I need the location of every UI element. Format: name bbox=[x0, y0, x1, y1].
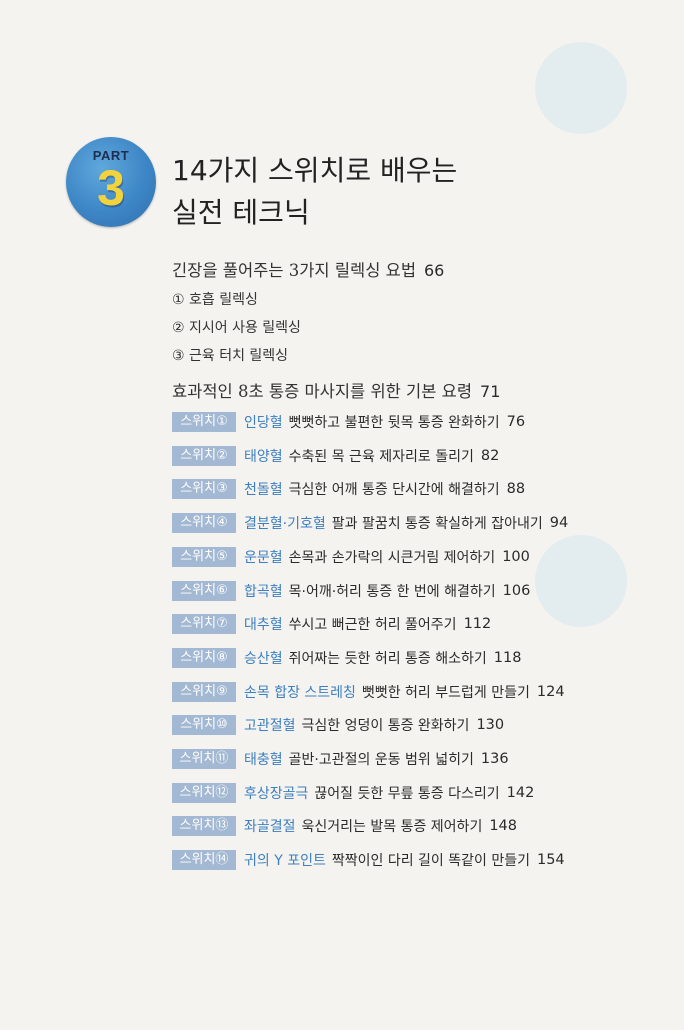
section-relaxing-title: 긴장을 풀어주는 3가지 릴렉싱 요법 bbox=[172, 261, 416, 280]
acupoint-name: 손목 합장 스트레칭 bbox=[244, 684, 356, 701]
entry-description: 팔과 팔꿈치 통증 확실하게 잡아내기 bbox=[331, 516, 543, 533]
toc-entry[interactable]: 스위치⑧ 승산혈 쥐어짜는 듯한 허리 통증 해소하기 118 bbox=[172, 646, 521, 670]
entry-description: 수축된 목 근육 제자리로 돌리기 bbox=[288, 448, 474, 465]
part-badge: PART 3 bbox=[66, 137, 156, 227]
sub-item-muscle-touch[interactable]: ③ 근육 터치 릴렉싱 bbox=[172, 348, 289, 364]
page-number: 94 bbox=[549, 515, 569, 532]
entry-description: 쥐어짜는 듯한 허리 통증 해소하기 bbox=[288, 650, 487, 667]
chapter-title-line2: 실전 테크닉 bbox=[172, 196, 310, 229]
toc-entry[interactable]: 스위치⑩ 고관절혈 극심한 엉덩이 통증 완화하기 130 bbox=[172, 713, 504, 737]
bleed-circle-top bbox=[535, 42, 627, 134]
switch-tag: 스위치⑪ bbox=[172, 749, 236, 769]
page-number: 142 bbox=[506, 784, 535, 801]
switch-tag: 스위치⑧ bbox=[172, 647, 236, 668]
entry-description: 목·어깨·허리 통증 한 번에 해결하기 bbox=[288, 583, 496, 600]
entry-description: 손목과 손가락의 시큰거림 제어하기 bbox=[288, 549, 496, 566]
entry-description: 짝짝이인 다리 길이 똑같이 만들기 bbox=[331, 853, 530, 870]
entry-description: 뻣뻣한 허리 부드럽게 만들기 bbox=[361, 684, 530, 701]
part-label: PART bbox=[92, 148, 130, 163]
toc-entry[interactable]: 스위치⑬ 좌골결절 욱신거리는 발목 통증 제어하기 148 bbox=[172, 814, 517, 838]
entry-description: 욱신거리는 발목 통증 제어하기 bbox=[301, 819, 483, 836]
part-number: 3 bbox=[97, 160, 125, 216]
acupoint-name: 결분혈·기호혈 bbox=[244, 516, 326, 533]
acupoint-name: 합곡혈 bbox=[244, 583, 283, 600]
section-basics[interactable]: 효과적인 8초 통증 마사지를 위한 기본 요령 71 bbox=[172, 378, 500, 402]
switch-tag: 스위치⑥ bbox=[172, 580, 236, 601]
switch-tag: 스위치③ bbox=[172, 479, 236, 500]
switch-tag: 스위치⑫ bbox=[172, 782, 236, 803]
switch-tag: 스위치⑭ bbox=[172, 850, 236, 871]
page-number: 130 bbox=[476, 717, 505, 734]
switch-tag: 스위치⑨ bbox=[172, 681, 236, 702]
switch-tag: 스위치⑤ bbox=[172, 546, 236, 567]
acupoint-name: 운문혈 bbox=[244, 549, 283, 566]
entry-description: 쑤시고 뻐근한 허리 풀어주기 bbox=[288, 617, 457, 634]
acupoint-name: 귀의 Y 포인트 bbox=[244, 853, 326, 870]
switch-tag: 스위치⑩ bbox=[172, 715, 236, 736]
page-number: 88 bbox=[506, 481, 526, 498]
page-number: 154 bbox=[536, 852, 565, 869]
entry-description: 뻣뻣하고 불편한 뒷목 통증 완화하기 bbox=[288, 415, 500, 431]
toc-entry[interactable]: 스위치④ 결분혈·기호혈 팔과 팔꿈치 통증 확실하게 잡아내기 94 bbox=[172, 511, 568, 535]
acupoint-name: 승산혈 bbox=[244, 650, 283, 667]
acupoint-name: 대추혈 bbox=[244, 617, 283, 634]
toc-entry[interactable]: 스위치① 인당혈 뻣뻣하고 불편한 뒷목 통증 완화하기 76 bbox=[172, 410, 525, 434]
entry-description: 끊어질 듯한 무릎 통증 다스리기 bbox=[314, 785, 500, 802]
page-number: 112 bbox=[463, 616, 492, 633]
bleed-circle-middle bbox=[535, 535, 627, 627]
page-number: 100 bbox=[502, 548, 530, 565]
page-number: 82 bbox=[480, 447, 500, 464]
acupoint-name: 천돌혈 bbox=[244, 482, 283, 499]
page-number: 148 bbox=[489, 818, 518, 835]
page-number: 106 bbox=[502, 582, 531, 599]
sub-item-directive[interactable]: ② 지시어 사용 릴렉싱 bbox=[172, 320, 301, 336]
acupoint-name: 후상장골극 bbox=[244, 785, 309, 802]
chapter-title-line1: 14가지 스위치로 배우는 bbox=[172, 154, 458, 187]
toc-entry[interactable]: 스위치⑭ 귀의 Y 포인트 짝짝이인 다리 길이 똑같이 만들기 154 bbox=[172, 848, 565, 872]
toc-entry[interactable]: 스위치⑫ 후상장골극 끊어질 듯한 무릎 통증 다스리기 142 bbox=[172, 781, 534, 805]
toc-entry[interactable]: 스위치⑦ 대추혈 쑤시고 뻐근한 허리 풀어주기 112 bbox=[172, 612, 491, 636]
acupoint-name: 태충혈 bbox=[244, 752, 283, 768]
section-relaxing-page: 66 bbox=[424, 261, 445, 280]
toc-entry[interactable]: 스위치③ 천돌혈 극심한 어깨 통증 단시간에 해결하기 88 bbox=[172, 477, 525, 501]
acupoint-name: 태양혈 bbox=[244, 448, 283, 465]
page-number: 124 bbox=[536, 683, 565, 700]
toc-entry[interactable]: 스위치② 태양혈 수축된 목 근육 제자리로 돌리기 82 bbox=[172, 444, 499, 468]
page-number: 118 bbox=[493, 649, 522, 666]
entry-description: 골반·고관절의 운동 범위 넓히기 bbox=[288, 752, 474, 768]
page-number: 76 bbox=[506, 414, 526, 430]
toc-entry[interactable]: 스위치⑨ 손목 합장 스트레칭 뻣뻣한 허리 부드럽게 만들기 124 bbox=[172, 680, 565, 704]
switch-tag: 스위치② bbox=[172, 445, 236, 466]
sub-item-breathing[interactable]: ① 호흡 릴렉싱 bbox=[172, 292, 258, 308]
acupoint-name: 인당혈 bbox=[244, 415, 283, 431]
chapter-title: 14가지 스위치로 배우는 실전 테크닉 bbox=[172, 150, 457, 234]
entry-description: 극심한 어깨 통증 단시간에 해결하기 bbox=[288, 482, 500, 499]
switch-tag: 스위치⑦ bbox=[172, 614, 236, 635]
page-number: 136 bbox=[480, 751, 509, 767]
acupoint-name: 고관절혈 bbox=[244, 718, 296, 735]
switch-tag: 스위치① bbox=[172, 412, 236, 432]
toc-entry[interactable]: 스위치⑤ 운문혈 손목과 손가락의 시큰거림 제어하기 100 bbox=[172, 545, 530, 569]
section-basics-title: 효과적인 8초 통증 마사지를 위한 기본 요령 bbox=[172, 382, 473, 401]
section-basics-page: 71 bbox=[480, 382, 501, 401]
entry-description: 극심한 엉덩이 통증 완화하기 bbox=[301, 718, 470, 735]
switch-tag: 스위치④ bbox=[172, 513, 236, 534]
acupoint-name: 좌골결절 bbox=[244, 819, 296, 836]
switch-tag: 스위치⑬ bbox=[172, 816, 236, 837]
toc-entry[interactable]: 스위치⑪ 태충혈 골반·고관절의 운동 범위 넓히기 136 bbox=[172, 747, 509, 771]
section-relaxing[interactable]: 긴장을 풀어주는 3가지 릴렉싱 요법 66 bbox=[172, 257, 444, 281]
toc-entry[interactable]: 스위치⑥ 합곡혈 목·어깨·허리 통증 한 번에 해결하기 106 bbox=[172, 579, 530, 603]
